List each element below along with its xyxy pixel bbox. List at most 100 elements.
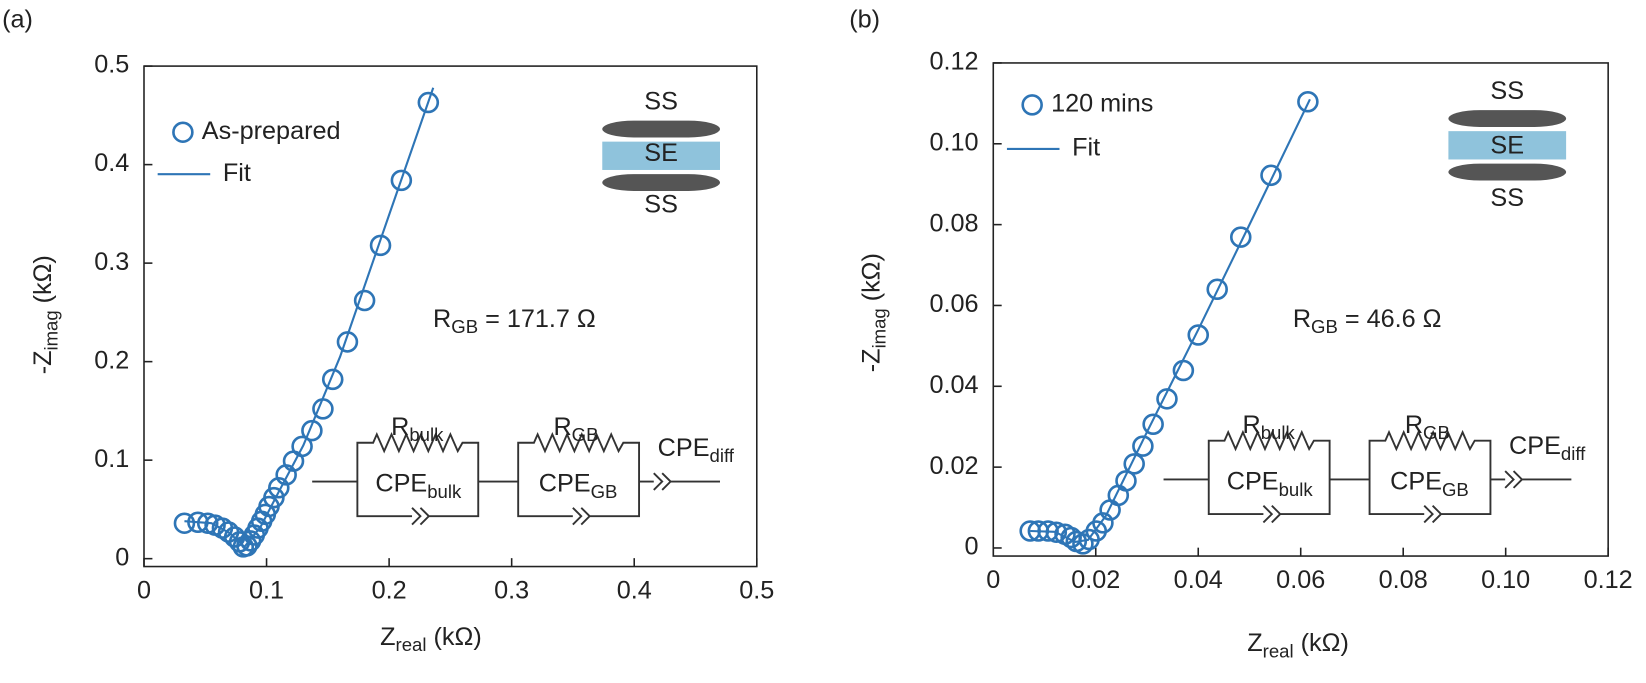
annotation-sub: GB	[451, 316, 478, 337]
annotation: RGB = 171.7 Ω	[433, 305, 596, 337]
y-tick-label: 0.4	[94, 149, 129, 177]
x-axis-label-sub: real	[396, 634, 427, 655]
panel-label: (a)	[2, 6, 33, 34]
data-point	[1115, 470, 1137, 492]
x-tick-label: 0	[986, 566, 1000, 594]
y-tick-label: 0.04	[929, 371, 978, 399]
ss-plate	[602, 120, 720, 138]
data-point	[268, 476, 290, 499]
x-axis-label-rest: (kΩ)	[427, 623, 482, 651]
legend-label: Fit	[223, 159, 251, 187]
data-point	[263, 486, 285, 509]
x-tick-label: 0.08	[1379, 566, 1428, 594]
y-tick-label: 0	[965, 533, 979, 561]
ss-plate	[602, 174, 720, 191]
y-axis-label-sub: imag	[40, 310, 61, 350]
circuit-label-main: R	[1243, 411, 1261, 439]
circuit-label-sub: bulk	[1261, 422, 1296, 443]
ss-plate	[1448, 163, 1567, 181]
data-point	[301, 419, 323, 442]
data-point	[173, 512, 196, 534]
annotation-main: R	[1293, 305, 1311, 333]
circuit-label-sub: bulk	[1279, 479, 1314, 500]
circuit-label-sub: bulk	[427, 481, 462, 502]
x-tick-label: 0.02	[1071, 566, 1120, 594]
y-axis-label-main: -Z	[29, 351, 57, 375]
plot-frame	[143, 65, 758, 568]
annotation-main: R	[433, 305, 451, 333]
x-tick-label: 0.3	[494, 576, 529, 604]
data-point	[1260, 164, 1282, 187]
x-tick-label: 0.2	[372, 576, 407, 604]
annotation-rest: = 46.6 Ω	[1338, 305, 1442, 333]
data-point	[1187, 324, 1210, 346]
fit-line	[1030, 98, 1311, 543]
data-point	[1092, 512, 1114, 534]
y-axis-label-rest: (kΩ)	[29, 255, 57, 310]
x-axis-label-rest: (kΩ)	[1294, 629, 1349, 657]
x-tick-label: 0.10	[1481, 566, 1530, 594]
legend-label: 120 mins	[1051, 90, 1153, 118]
x-tick-label: 0.04	[1174, 566, 1223, 594]
circuit-label: Rbulk	[391, 413, 444, 445]
data-point	[369, 234, 392, 257]
se-layer	[602, 141, 720, 170]
circuit-label-main: CPE	[539, 469, 591, 497]
cell-label: SS	[1490, 184, 1524, 212]
circuit-label-main: R	[553, 413, 571, 441]
circuit-label: CPEGB	[1390, 467, 1469, 499]
circuit-label-sub: GB	[1442, 479, 1469, 500]
legend-label: Fit	[1072, 134, 1100, 162]
data-point	[1229, 226, 1252, 248]
circuit-diagram	[1163, 429, 1572, 524]
fit-line	[184, 87, 435, 549]
data-point	[390, 169, 413, 192]
panel-label: (b)	[849, 6, 880, 34]
y-tick-label: 0.06	[929, 290, 978, 318]
legend-marker	[172, 121, 194, 143]
x-tick-label: 0.4	[617, 576, 652, 604]
data-point	[1132, 435, 1154, 457]
data-point	[353, 289, 376, 312]
circuit-label: CPEdiff	[1509, 432, 1586, 464]
x-tick-label: 0.5	[739, 576, 774, 604]
circuit-label-main: CPE	[1227, 467, 1279, 495]
x-tick-label: 0	[137, 576, 151, 604]
y-tick-label: 0.2	[94, 346, 129, 374]
cell-label: SS	[644, 190, 678, 218]
data-point	[1156, 388, 1178, 410]
circuit-label-main: R	[391, 413, 409, 441]
x-tick-label: 0.06	[1276, 566, 1325, 594]
data-point	[1206, 278, 1228, 301]
cell-label: SE	[644, 139, 678, 167]
circuit-label-main: CPE	[658, 434, 710, 462]
x-axis-label-main: Z	[380, 623, 395, 651]
circuit-label: CPEGB	[539, 469, 618, 501]
data-point	[1142, 413, 1164, 436]
circuit-label-sub: bulk	[409, 424, 444, 445]
cell-label: SS	[1490, 77, 1524, 105]
circuit-label: CPEdiff	[658, 434, 735, 466]
y-tick-label: 0.02	[929, 452, 978, 480]
y-axis-label: -Zimag (kΩ)	[29, 255, 61, 374]
annotation: RGB = 46.6 Ω	[1293, 305, 1442, 337]
x-axis-label-sub: real	[1263, 640, 1294, 661]
cell-label: SE	[1490, 132, 1524, 160]
circuit-label-main: CPE	[1509, 432, 1561, 460]
data-point	[417, 91, 440, 114]
circuit-label-main: R	[1405, 411, 1423, 439]
data-point	[236, 535, 258, 557]
legend-label: As-prepared	[202, 117, 341, 145]
circuit-label-sub: diff	[1561, 443, 1586, 464]
x-tick-label: 0.12	[1584, 566, 1633, 594]
y-tick-label: 0.08	[929, 209, 978, 237]
x-tick-label: 0.1	[249, 576, 284, 604]
y-tick-label: 0	[115, 543, 129, 571]
data-point	[291, 435, 313, 458]
circuit-label-main: CPE	[375, 469, 427, 497]
y-tick-label: 0.12	[929, 48, 978, 76]
y-axis-label-sub: imag	[868, 308, 889, 348]
annotation-rest: = 171.7 Ω	[478, 305, 596, 333]
circuit-label-sub: diff	[710, 445, 735, 466]
